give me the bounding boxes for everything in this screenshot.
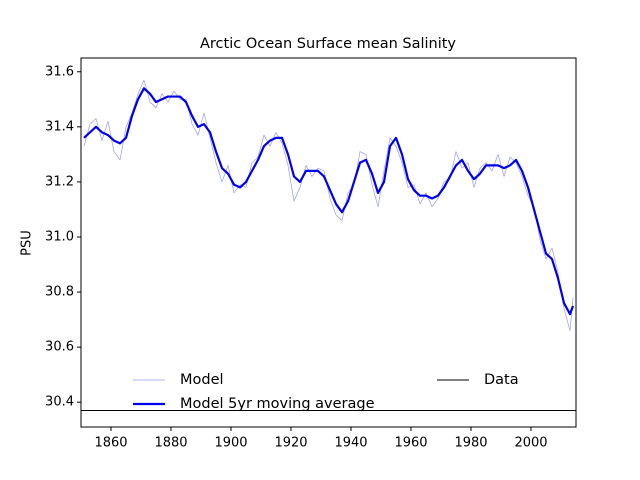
- y-tick-label: 31.2: [45, 174, 74, 189]
- x-tick-label: 1880: [154, 436, 187, 451]
- x-tick-label: 2000: [514, 436, 547, 451]
- y-tick-label: 30.8: [45, 285, 74, 300]
- series-line: [83, 87, 575, 316]
- x-tick-label: 1980: [454, 436, 487, 451]
- legend-label: Model: [180, 372, 224, 388]
- x-tick-label: 1920: [274, 436, 307, 451]
- y-tick-label: 30.6: [45, 340, 74, 355]
- legend-label: Model 5yr moving average: [180, 396, 375, 412]
- y-axis-label: PSU: [20, 230, 35, 256]
- x-tick-label: 1940: [334, 436, 367, 451]
- chart-title: Arctic Ocean Surface mean Salinity: [200, 36, 456, 52]
- y-tick-label: 31.0: [45, 229, 74, 244]
- plot-frame: [80, 57, 577, 428]
- y-tick-label: 30.4: [45, 395, 74, 410]
- y-tick-label: 31.4: [45, 119, 74, 134]
- y-tick-label: 31.6: [45, 64, 74, 79]
- x-tick-label: 1960: [394, 436, 427, 451]
- x-tick-label: 1860: [94, 436, 127, 451]
- x-tick-label: 1900: [214, 436, 247, 451]
- legend-label: Data: [484, 372, 519, 388]
